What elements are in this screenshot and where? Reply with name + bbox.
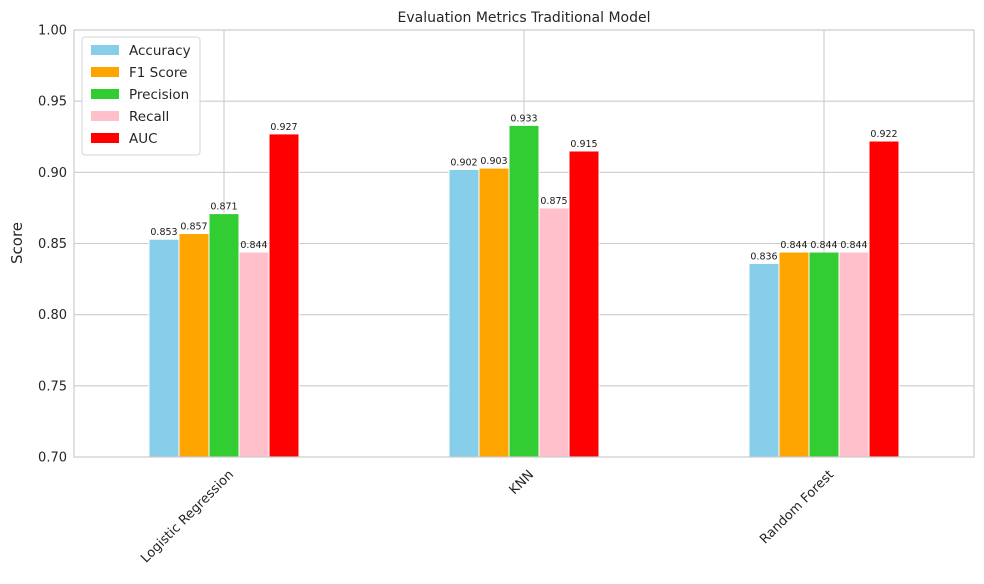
legend-entry-accuracy: Accuracy: [129, 43, 191, 59]
legend-entry-auc: AUC: [129, 131, 158, 147]
x-tick-label-logistic-regression: Logistic Regression: [138, 467, 237, 566]
bar-auc-random-forest: [868, 140, 900, 458]
data-label-accuracy-knn: 0.902: [450, 157, 477, 168]
data-label-auc-logistic-regression: 0.927: [270, 122, 297, 133]
x-tick-labels: Logistic Regression KNN Random Forest: [138, 467, 837, 566]
data-label-accuracy-logistic-regression: 0.853: [150, 227, 177, 238]
data-label-recall-knn: 0.875: [540, 196, 567, 207]
legend-swatch-recall: [91, 111, 119, 121]
data-label-precision-random-forest: 0.844: [810, 240, 837, 251]
data-label-auc-random-forest: 0.922: [870, 129, 897, 140]
bar-precision-knn: [508, 124, 540, 458]
bar-accuracy-logistic-regression: [148, 238, 180, 458]
plot-frame: [73, 29, 975, 458]
chart-title: Evaluation Metrics Traditional Model: [398, 10, 651, 26]
legend-entry-precision: Precision: [129, 87, 189, 103]
data-label-precision-knn: 0.933: [510, 113, 537, 124]
bar-f1-score-logistic-regression: [178, 233, 210, 458]
legend: Accuracy F1 Score Precision Recall AUC: [81, 36, 201, 156]
data-label-f1-score-logistic-regression: 0.857: [180, 222, 207, 233]
bars: [148, 124, 900, 458]
bar-auc-logistic-regression: [268, 133, 300, 458]
data-label-f1-score-knn: 0.903: [480, 156, 507, 167]
data-label-recall-logistic-regression: 0.844: [240, 240, 267, 251]
bar-recall-logistic-regression: [238, 251, 270, 458]
data-label-recall-random-forest: 0.844: [840, 240, 867, 251]
y-tick-label: 0.70: [38, 451, 67, 466]
y-axis-label: Score: [8, 222, 26, 264]
legend-frame: [81, 36, 201, 156]
bar-f1-score-knn: [478, 167, 510, 458]
legend-swatch-precision: [91, 89, 119, 99]
y-tick-label: 0.85: [38, 237, 67, 252]
x-tick-label-random-forest: Random Forest: [757, 467, 837, 547]
y-tick-label: 0.75: [38, 379, 67, 394]
legend-entry-recall: Recall: [129, 109, 169, 125]
data-label-auc-knn: 0.915: [570, 139, 597, 150]
bar-precision-logistic-regression: [208, 213, 240, 458]
y-tick-label: 0.80: [38, 308, 67, 323]
data-label-accuracy-random-forest: 0.836: [750, 251, 777, 262]
bar-precision-random-forest: [808, 251, 840, 458]
bar-accuracy-random-forest: [748, 262, 780, 458]
y-tick-labels: 0.70 0.75 0.80 0.85 0.90 0.95 1.00: [38, 24, 67, 466]
bar-recall-knn: [538, 207, 570, 458]
bar-accuracy-knn: [448, 168, 480, 458]
legend-swatch-f1-score: [91, 67, 119, 77]
y-tick-label: 1.00: [38, 24, 67, 39]
data-label-precision-logistic-regression: 0.871: [210, 202, 237, 213]
data-labels: 0.853 0.902 0.836 0.857 0.903 0.844 0.871 0.933…: [150, 113, 897, 262]
bar-recall-random-forest: [838, 251, 870, 458]
x-tick-label-knn: KNN: [507, 467, 537, 497]
legend-entry-f1-score: F1 Score: [129, 65, 187, 81]
bar-auc-knn: [568, 150, 600, 458]
bar-f1-score-random-forest: [778, 251, 810, 458]
y-tick-label: 0.90: [38, 166, 67, 181]
legend-swatch-auc: [91, 133, 119, 143]
y-tick-label: 0.95: [38, 95, 67, 110]
legend-swatch-accuracy: [91, 45, 119, 55]
data-label-f1-score-random-forest: 0.844: [780, 240, 807, 251]
